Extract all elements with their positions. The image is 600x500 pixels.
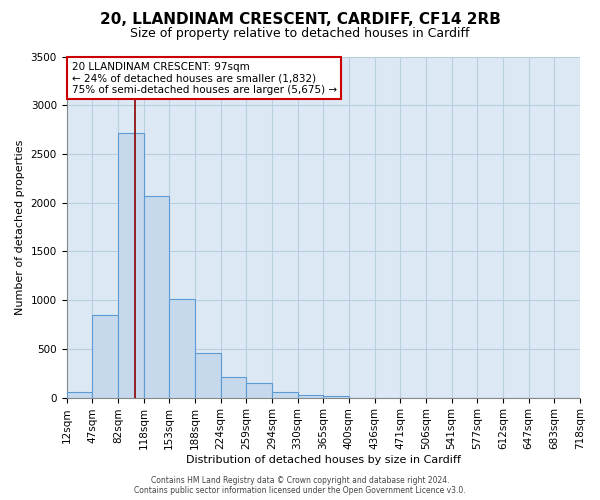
Text: Contains HM Land Registry data © Crown copyright and database right 2024.
Contai: Contains HM Land Registry data © Crown c… <box>134 476 466 495</box>
Bar <box>92 315 118 398</box>
Text: 20 LLANDINAM CRESCENT: 97sqm
← 24% of detached houses are smaller (1,832)
75% of: 20 LLANDINAM CRESCENT: 97sqm ← 24% of de… <box>71 62 337 95</box>
Bar <box>246 384 272 398</box>
X-axis label: Distribution of detached houses by size in Cardiff: Distribution of detached houses by size … <box>186 455 461 465</box>
Bar <box>221 377 246 398</box>
Bar <box>323 396 349 398</box>
Y-axis label: Number of detached properties: Number of detached properties <box>15 140 25 314</box>
Bar <box>169 299 195 398</box>
Bar <box>143 196 169 398</box>
Text: Size of property relative to detached houses in Cardiff: Size of property relative to detached ho… <box>130 28 470 40</box>
Bar <box>272 392 298 398</box>
Text: 20, LLANDINAM CRESCENT, CARDIFF, CF14 2RB: 20, LLANDINAM CRESCENT, CARDIFF, CF14 2R… <box>100 12 500 28</box>
Bar <box>67 392 92 398</box>
Bar <box>298 394 323 398</box>
Bar <box>118 132 143 398</box>
Bar <box>195 354 221 398</box>
